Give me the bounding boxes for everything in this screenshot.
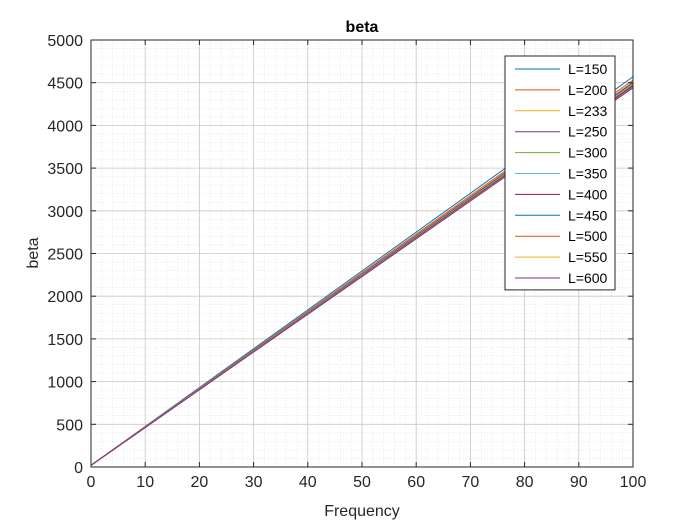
y-axis-label: beta	[25, 237, 42, 268]
x-tick-label: 0	[87, 474, 96, 491]
y-tick-label: 3000	[47, 204, 83, 221]
x-tick-label: 60	[407, 474, 425, 491]
legend-box	[504, 55, 616, 291]
y-tick-label: 1500	[47, 332, 83, 349]
y-tick-label: 5000	[47, 33, 83, 50]
legend-label: L=150	[568, 61, 608, 77]
chart-title: beta	[346, 19, 379, 36]
legend-label: L=200	[568, 82, 608, 98]
legend-label: L=550	[568, 249, 608, 265]
y-tick-label: 3500	[47, 161, 83, 178]
legend: L=150 L=200 L=233 L=250 L=300 L=350 L=400 L=450…	[504, 55, 616, 291]
y-tick-label: 2000	[47, 289, 83, 306]
x-tick-label: 30	[245, 474, 263, 491]
tick-labels: 0 10 20 30 40 50 60 70 80 90 100050010001500200025…	[47, 33, 646, 491]
legend-label: L=450	[568, 207, 608, 223]
x-tick-label: 90	[570, 474, 588, 491]
legend-label: L=350	[568, 166, 608, 182]
y-tick-label: 2500	[47, 247, 83, 264]
x-tick-label: 10	[136, 474, 154, 491]
y-tick-label: 1000	[47, 375, 83, 392]
legend-label: L=600	[568, 270, 608, 286]
y-tick-label: 4000	[47, 118, 83, 135]
x-tick-label: 40	[299, 474, 317, 491]
legend-label: L=233	[568, 103, 608, 119]
axis-ticks	[90, 39, 634, 468]
x-tick-label: 80	[516, 474, 534, 491]
x-tick-label: 50	[353, 474, 371, 491]
legend-label: L=400	[568, 186, 608, 202]
x-tick-label: 20	[191, 474, 209, 491]
x-tick-label: 100	[620, 474, 647, 491]
legend-label: L=500	[568, 228, 608, 244]
y-tick-label: 0	[74, 460, 83, 477]
y-tick-label: 500	[56, 417, 83, 434]
legend-label: L=300	[568, 145, 608, 161]
x-tick-label: 70	[462, 474, 480, 491]
x-axis-label: Frequency	[324, 503, 400, 520]
y-tick-label: 4500	[47, 76, 83, 93]
legend-label: L=250	[568, 124, 608, 140]
